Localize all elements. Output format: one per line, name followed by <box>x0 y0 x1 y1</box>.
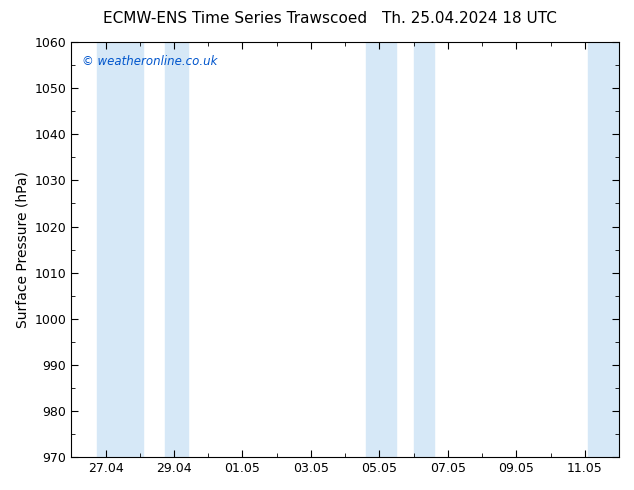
Bar <box>97 42 143 457</box>
Bar <box>165 42 188 457</box>
Y-axis label: Surface Pressure (hPa): Surface Pressure (hPa) <box>15 171 29 328</box>
Text: © weatheronline.co.uk: © weatheronline.co.uk <box>82 54 217 68</box>
Text: ECMW-ENS Time Series Trawscoed: ECMW-ENS Time Series Trawscoed <box>103 11 366 26</box>
Text: Th. 25.04.2024 18 UTC: Th. 25.04.2024 18 UTC <box>382 11 557 26</box>
Bar <box>366 42 396 457</box>
Bar <box>588 42 619 457</box>
Bar <box>413 42 434 457</box>
